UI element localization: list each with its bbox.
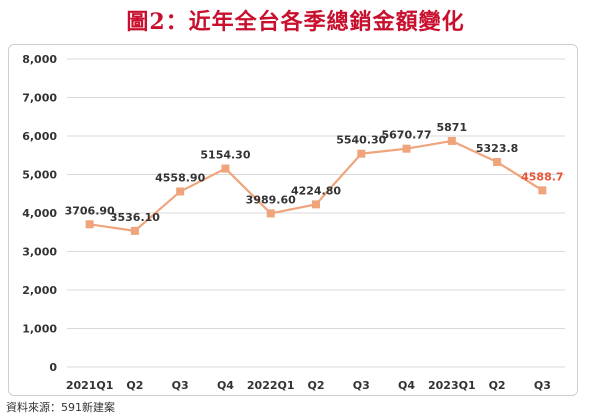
data-point-marker	[130, 226, 139, 235]
x-tick-label: 2021Q1	[66, 379, 114, 392]
data-label: 5154.30	[200, 149, 250, 162]
data-label: 5540.30	[336, 134, 386, 147]
x-tick-label: Q4	[217, 379, 234, 392]
y-tick-label: 0	[49, 361, 57, 374]
data-point-marker	[85, 220, 94, 229]
x-tick-label: 2023Q1	[428, 379, 476, 392]
data-point-marker	[402, 144, 411, 153]
x-tick-label: Q2	[489, 379, 506, 392]
data-point-marker	[538, 186, 547, 195]
y-tick-label: 8,000	[22, 53, 57, 66]
data-point-marker	[176, 187, 185, 196]
data-label: 5323.8	[476, 142, 518, 155]
y-tick-label: 1,000	[22, 323, 57, 336]
data-point-marker	[266, 209, 275, 218]
data-label: 4558.90	[155, 171, 205, 184]
data-label: 4588.7	[521, 170, 563, 183]
data-point-marker	[357, 149, 366, 158]
data-label: 3536.10	[110, 211, 160, 224]
x-tick-label: Q3	[534, 379, 551, 392]
data-label: 3706.90	[65, 204, 115, 217]
data-label: 3989.60	[246, 193, 296, 206]
data-label: 5670.77	[381, 129, 431, 142]
chart-area: 0 1,000 2,000 3,000 4,000 5,000 6,000 7,000 8,00…	[8, 44, 578, 396]
data-point-marker	[493, 158, 502, 167]
x-tick-label: Q3	[353, 379, 370, 392]
y-axis-ticks: 0 1,000 2,000 3,000 4,000 5,000 6,000 7,000 8,00…	[22, 53, 57, 374]
x-tick-label: Q4	[398, 379, 415, 392]
x-axis-ticks: 2021Q1 Q2 Q3 Q4 2022Q1 Q2 Q3 Q4 2023Q1 Q2 Q3	[66, 379, 551, 392]
y-tick-label: 3,000	[22, 246, 57, 259]
y-tick-label: 6,000	[22, 130, 57, 143]
line-chart: 0 1,000 2,000 3,000 4,000 5,000 6,000 7,000 8,00…	[22, 53, 565, 392]
x-tick-label: Q2	[307, 379, 324, 392]
source-note: 資料來源：591新建案	[6, 401, 115, 414]
data-label: 4224.80	[291, 184, 341, 197]
data-point-marker	[447, 136, 456, 145]
chart-title: 圖2：近年全台各季總銷金額變化	[126, 9, 465, 35]
data-point-marker	[221, 164, 230, 173]
y-tick-label: 7,000	[22, 92, 57, 105]
data-label: 5871	[437, 121, 468, 134]
x-tick-label: Q2	[126, 379, 143, 392]
data-point-marker	[312, 200, 320, 209]
x-tick-label: Q3	[172, 379, 189, 392]
data-markers	[85, 136, 547, 235]
y-tick-label: 5,000	[22, 169, 57, 182]
y-tick-label: 2,000	[22, 284, 57, 297]
gridlines	[67, 58, 565, 368]
y-tick-label: 4,000	[22, 207, 57, 220]
x-tick-label: 2022Q1	[247, 379, 295, 392]
